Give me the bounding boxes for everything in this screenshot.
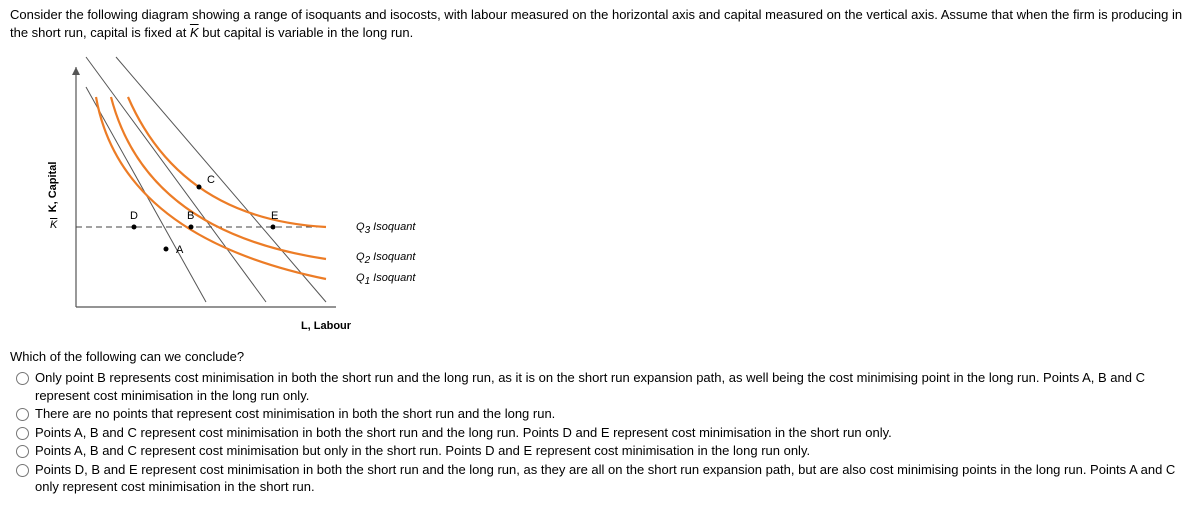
svg-text:A: A [176,244,184,256]
option-text-4: Points D, B and E represent cost minimis… [35,461,1190,496]
svg-text:C: C [207,174,215,186]
svg-text:E: E [271,210,278,222]
option-3[interactable]: Points A, B and C represent cost minimis… [16,442,1190,460]
option-radio-1[interactable] [16,408,29,421]
option-text-0: Only point B represents cost minimisatio… [35,369,1190,404]
option-radio-4[interactable] [16,464,29,477]
svg-text:L, Labour: L, Labour [301,320,352,332]
svg-text:D: D [130,210,138,222]
question-intro: Consider the following diagram showing a… [10,6,1190,41]
option-2[interactable]: Points A, B and C represent cost minimis… [16,424,1190,442]
option-text-3: Points A, B and C represent cost minimis… [35,442,1190,460]
svg-text:K, Capital: K, Capital [47,162,59,213]
option-0[interactable]: Only point B represents cost minimisatio… [16,369,1190,404]
option-text-2: Points A, B and C represent cost minimis… [35,424,1190,442]
option-radio-2[interactable] [16,427,29,440]
option-radio-3[interactable] [16,445,29,458]
options-group: Only point B represents cost minimisatio… [16,369,1190,496]
option-4[interactable]: Points D, B and E represent cost minimis… [16,461,1190,496]
option-radio-0[interactable] [16,372,29,385]
svg-text:B: B [187,210,194,222]
option-text-1: There are no points that represent cost … [35,405,1190,423]
question-prompt: Which of the following can we conclude? [10,348,1190,366]
isoquant-diagram: K, CapitalL, LabourKQ1 IsoquantQ2 Isoqua… [36,47,1190,342]
option-1[interactable]: There are no points that represent cost … [16,405,1190,423]
